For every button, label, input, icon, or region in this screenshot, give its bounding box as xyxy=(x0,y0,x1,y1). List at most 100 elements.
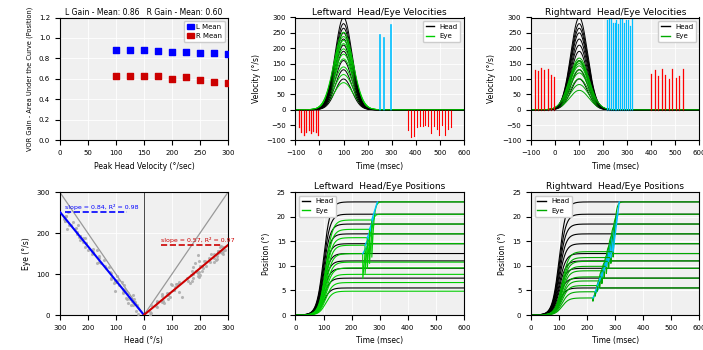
Point xyxy=(70,226,81,232)
Point xyxy=(110,48,122,53)
Point xyxy=(217,248,228,253)
Point xyxy=(72,222,83,228)
Point xyxy=(122,290,134,295)
Point xyxy=(212,248,224,254)
Point xyxy=(157,291,168,296)
Point xyxy=(110,279,122,285)
Point xyxy=(190,260,201,265)
Point xyxy=(170,281,181,286)
X-axis label: Time (msec): Time (msec) xyxy=(592,336,639,345)
Text: slope = 0.84, R² = 0.98: slope = 0.84, R² = 0.98 xyxy=(65,204,139,210)
Point xyxy=(195,50,206,56)
Point xyxy=(172,281,183,286)
Point xyxy=(187,271,198,277)
Point xyxy=(164,290,175,295)
Point xyxy=(60,213,72,219)
Point xyxy=(211,253,222,259)
Point xyxy=(215,243,226,248)
Point xyxy=(176,294,188,299)
Point xyxy=(168,287,179,293)
Point xyxy=(71,229,82,235)
Point xyxy=(138,73,150,79)
Point xyxy=(128,299,139,304)
Point xyxy=(72,232,83,237)
X-axis label: Peak Head Velocity (°/sec): Peak Head Velocity (°/sec) xyxy=(93,162,194,171)
Point xyxy=(169,287,180,292)
Point xyxy=(119,287,130,293)
Point xyxy=(215,244,226,249)
Y-axis label: Velocity (°/s): Velocity (°/s) xyxy=(487,55,496,104)
Point xyxy=(124,73,136,79)
Point xyxy=(162,296,174,302)
Point xyxy=(194,274,205,280)
Point xyxy=(212,249,223,254)
Y-axis label: Position (°): Position (°) xyxy=(262,232,271,275)
Point xyxy=(217,250,228,256)
Point xyxy=(209,79,220,85)
Point xyxy=(62,226,73,231)
Point xyxy=(59,218,70,223)
Point xyxy=(182,279,193,284)
Point xyxy=(164,294,175,300)
Y-axis label: Position (°): Position (°) xyxy=(498,232,507,275)
Point xyxy=(86,248,98,254)
Point xyxy=(93,256,105,261)
Point xyxy=(212,248,223,254)
Legend: Head, Eye: Head, Eye xyxy=(659,21,696,42)
Legend: Head, Eye: Head, Eye xyxy=(534,196,572,217)
Point xyxy=(124,294,135,300)
Point xyxy=(199,258,210,264)
Point xyxy=(87,250,98,255)
Point xyxy=(75,237,86,243)
Point xyxy=(60,213,72,218)
Point xyxy=(206,252,217,257)
Point xyxy=(121,295,132,301)
Point xyxy=(200,263,212,269)
Point xyxy=(193,273,204,279)
Point xyxy=(117,289,129,294)
Point xyxy=(196,268,207,274)
Point xyxy=(153,73,164,79)
Point xyxy=(209,50,220,56)
Point xyxy=(77,236,89,241)
Point xyxy=(157,298,169,304)
Point xyxy=(191,268,202,274)
Point xyxy=(124,48,136,53)
Point xyxy=(129,301,141,307)
Point xyxy=(124,296,135,301)
Point xyxy=(208,251,219,257)
Point xyxy=(82,247,93,253)
Point xyxy=(91,247,103,252)
Title: Leftward  Head/Eye Positions: Leftward Head/Eye Positions xyxy=(314,182,445,191)
Point xyxy=(105,270,116,275)
Point xyxy=(70,225,81,231)
Point xyxy=(77,239,89,245)
Point xyxy=(64,223,75,228)
Point xyxy=(132,311,143,317)
Point xyxy=(120,287,131,293)
Text: slope = 0.57, R² = 0.97: slope = 0.57, R² = 0.97 xyxy=(161,237,234,244)
Point xyxy=(119,288,130,294)
Point xyxy=(127,292,138,298)
Y-axis label: VOR Gain - Area Under the Curve (Position): VOR Gain - Area Under the Curve (Positio… xyxy=(27,7,33,151)
Point xyxy=(129,300,141,305)
Point xyxy=(192,252,203,257)
Point xyxy=(112,277,124,282)
Title: Rightward  Head/Eye Velocities: Rightward Head/Eye Velocities xyxy=(545,8,686,17)
Point xyxy=(165,281,176,287)
Point xyxy=(145,312,156,318)
Point xyxy=(166,282,177,288)
Point xyxy=(192,269,203,275)
Point xyxy=(203,255,214,261)
Title: Rightward  Head/Eye Positions: Rightward Head/Eye Positions xyxy=(546,182,684,191)
Point xyxy=(172,281,183,287)
Point xyxy=(181,50,192,55)
Point xyxy=(138,48,150,53)
Point xyxy=(167,76,178,82)
Point xyxy=(110,279,121,284)
Point xyxy=(152,298,163,304)
Point xyxy=(156,299,167,305)
X-axis label: Head (°/s): Head (°/s) xyxy=(124,336,163,345)
Point xyxy=(186,268,198,274)
Y-axis label: Eye (°/s): Eye (°/s) xyxy=(22,237,31,270)
